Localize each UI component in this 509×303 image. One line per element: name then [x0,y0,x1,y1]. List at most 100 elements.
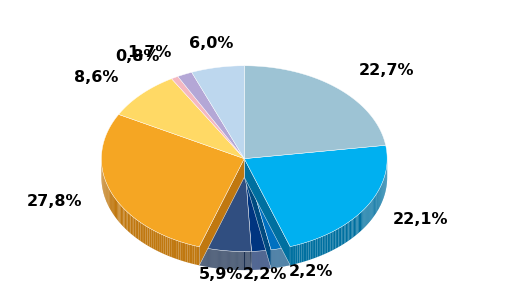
Polygon shape [226,251,227,269]
Polygon shape [222,251,223,269]
Text: 0,8%: 0,8% [115,49,159,64]
Polygon shape [242,251,243,270]
Polygon shape [157,232,159,252]
Polygon shape [244,159,251,270]
Polygon shape [363,209,364,228]
Polygon shape [221,250,222,269]
Polygon shape [357,214,358,234]
Polygon shape [135,219,137,238]
Polygon shape [322,236,324,255]
Polygon shape [381,183,382,202]
Polygon shape [227,251,228,269]
Polygon shape [250,251,251,270]
Polygon shape [360,211,361,231]
Polygon shape [373,198,374,217]
Polygon shape [217,250,218,268]
Polygon shape [371,200,372,219]
Polygon shape [192,245,194,264]
Polygon shape [231,251,232,270]
Polygon shape [220,250,221,269]
Polygon shape [106,183,107,203]
Polygon shape [315,238,317,258]
Polygon shape [249,251,250,270]
Polygon shape [212,249,213,268]
Polygon shape [301,243,302,262]
Polygon shape [171,76,244,159]
Polygon shape [235,251,236,270]
Polygon shape [244,159,270,251]
Polygon shape [244,159,290,250]
Polygon shape [132,216,133,236]
Polygon shape [116,200,117,220]
Polygon shape [336,228,338,248]
Polygon shape [107,186,108,206]
Polygon shape [203,248,204,266]
Polygon shape [375,194,376,214]
Polygon shape [347,222,348,242]
Polygon shape [376,193,377,212]
Polygon shape [310,240,312,260]
Polygon shape [348,221,349,241]
Polygon shape [207,248,208,267]
Polygon shape [133,218,135,237]
Polygon shape [130,215,132,235]
Polygon shape [241,251,242,270]
Polygon shape [314,239,315,258]
Polygon shape [372,198,373,218]
Text: 27,8%: 27,8% [26,194,82,209]
Polygon shape [119,79,244,159]
Polygon shape [163,235,165,255]
Polygon shape [379,186,380,206]
Polygon shape [204,248,205,267]
Polygon shape [234,251,235,270]
Polygon shape [354,216,356,236]
Polygon shape [243,251,244,270]
Text: 8,6%: 8,6% [74,70,119,85]
Polygon shape [304,242,306,261]
Polygon shape [178,72,244,159]
Polygon shape [215,250,216,268]
Polygon shape [244,159,290,265]
Polygon shape [122,207,123,227]
Polygon shape [232,251,233,270]
Polygon shape [114,197,115,217]
Polygon shape [245,251,246,270]
Polygon shape [344,224,345,244]
Polygon shape [189,245,192,264]
Polygon shape [149,228,151,248]
Polygon shape [380,184,381,204]
Polygon shape [176,240,178,260]
Polygon shape [327,233,328,253]
Polygon shape [196,246,199,265]
Polygon shape [201,247,202,266]
Polygon shape [210,249,211,268]
Polygon shape [244,145,386,247]
Polygon shape [121,205,122,225]
Polygon shape [199,159,251,251]
Text: 2,2%: 2,2% [242,268,287,282]
Polygon shape [138,221,140,241]
Polygon shape [159,233,161,253]
Polygon shape [238,251,239,270]
Text: 22,7%: 22,7% [358,62,413,78]
Polygon shape [119,204,121,224]
Text: 6,0%: 6,0% [189,36,233,51]
Polygon shape [223,251,224,269]
Polygon shape [297,244,299,263]
Polygon shape [374,195,375,215]
Polygon shape [312,240,314,259]
Polygon shape [378,189,379,209]
Polygon shape [155,231,157,251]
Polygon shape [370,201,371,221]
Polygon shape [178,241,180,260]
Polygon shape [295,245,297,264]
Polygon shape [169,238,172,257]
Polygon shape [244,159,270,268]
Polygon shape [247,251,248,270]
Polygon shape [216,250,217,268]
Polygon shape [352,218,353,238]
Polygon shape [108,188,109,208]
Polygon shape [104,178,105,198]
Polygon shape [324,235,325,254]
Polygon shape [202,248,203,266]
